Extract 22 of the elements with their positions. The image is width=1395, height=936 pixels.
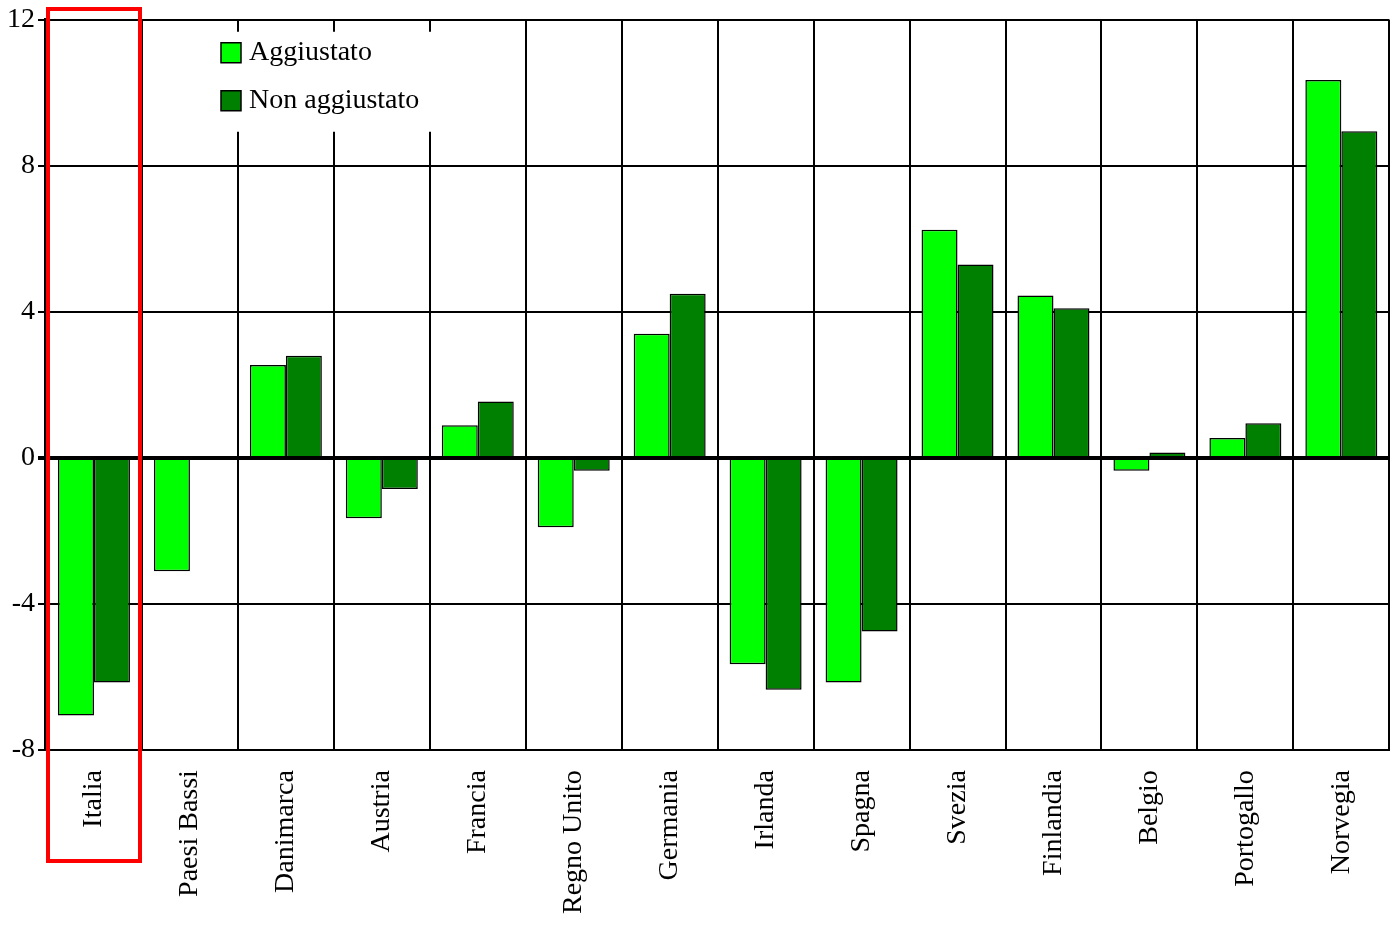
x-tick-label: Finlandia: [1035, 769, 1067, 876]
x-tick-label: Spagna: [843, 769, 875, 853]
x-tick-label: Norvegia: [1323, 769, 1355, 875]
x-tick-label: Portogallo: [1227, 770, 1259, 887]
x-tick-label: Belgio: [1131, 770, 1163, 845]
x-tick-label: Regno Unito: [556, 770, 588, 915]
y-tick-label: -8: [11, 732, 35, 764]
x-tick-label: Francia: [460, 769, 492, 855]
y-tick-label: -4: [11, 586, 35, 618]
y-tick-label: 8: [21, 148, 35, 180]
legend-label: Non aggiustato: [249, 83, 420, 115]
x-tick-label: Germania: [652, 769, 684, 881]
x-tick-label: Danimarca: [268, 769, 300, 893]
x-tick-label: Austria: [364, 769, 396, 853]
x-tick-label: Italia: [76, 769, 108, 828]
y-tick-label: 4: [21, 294, 35, 326]
y-tick-label: 12: [7, 2, 35, 34]
x-tick-label: Svezia: [939, 769, 971, 845]
x-tick-label: Paesi Bassi: [172, 769, 204, 897]
legend-label: Aggiustato: [249, 35, 372, 67]
y-tick-label: 0: [21, 440, 35, 472]
x-tick-label: Irlanda: [747, 769, 779, 850]
